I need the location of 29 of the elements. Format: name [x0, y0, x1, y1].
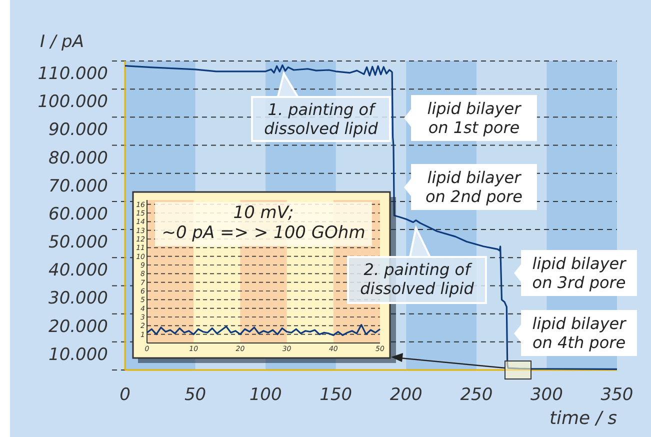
annotation: 2. painting of dissolved lipid	[360, 260, 475, 298]
x-tick-label: 50	[184, 385, 206, 405]
y-tick-label: 90.000	[48, 120, 108, 140]
text: 10 mV; ~0 pA => > 100 GOhm	[162, 203, 366, 243]
x-tick-label: 250	[460, 385, 493, 405]
x-tick-label: 200	[390, 385, 422, 405]
x-tick-label: 150	[320, 385, 352, 405]
x-tick-label: 100	[249, 385, 282, 405]
annotation: lipid bilayer on 1st pore	[427, 99, 522, 137]
y-tick-label: 40.000	[48, 260, 108, 281]
line-series	[146, 324, 381, 336]
y-tick-label: 20.000	[48, 316, 108, 337]
annotation: 1. painting of dissolved lipid	[264, 100, 379, 138]
x-tick-label: 350	[600, 385, 634, 405]
y-tick-label: 60.000	[48, 204, 108, 224]
x-tick-label: 300	[530, 385, 563, 405]
y-tick-label: 70.000	[48, 176, 108, 196]
annotation: lipid bilayer on 3rd pore	[532, 254, 628, 292]
y-axis-title: I / pA	[40, 32, 84, 52]
annotation: lipid bilayer on 4th pore	[532, 314, 628, 352]
y-tick-label: 30.000	[48, 288, 108, 309]
y-tick-label: 10.000	[48, 344, 108, 365]
y-tick-label: 80.000	[48, 148, 108, 168]
x-tick-label: 0	[120, 385, 130, 405]
x-axis-title: time / s	[549, 408, 617, 429]
y-tick-label: 110.000	[38, 64, 108, 84]
y-tick-label: 50.000	[48, 232, 108, 253]
annotation: lipid bilayer on 2nd pore	[426, 168, 523, 206]
y-tick-label: 100.000	[38, 92, 108, 112]
